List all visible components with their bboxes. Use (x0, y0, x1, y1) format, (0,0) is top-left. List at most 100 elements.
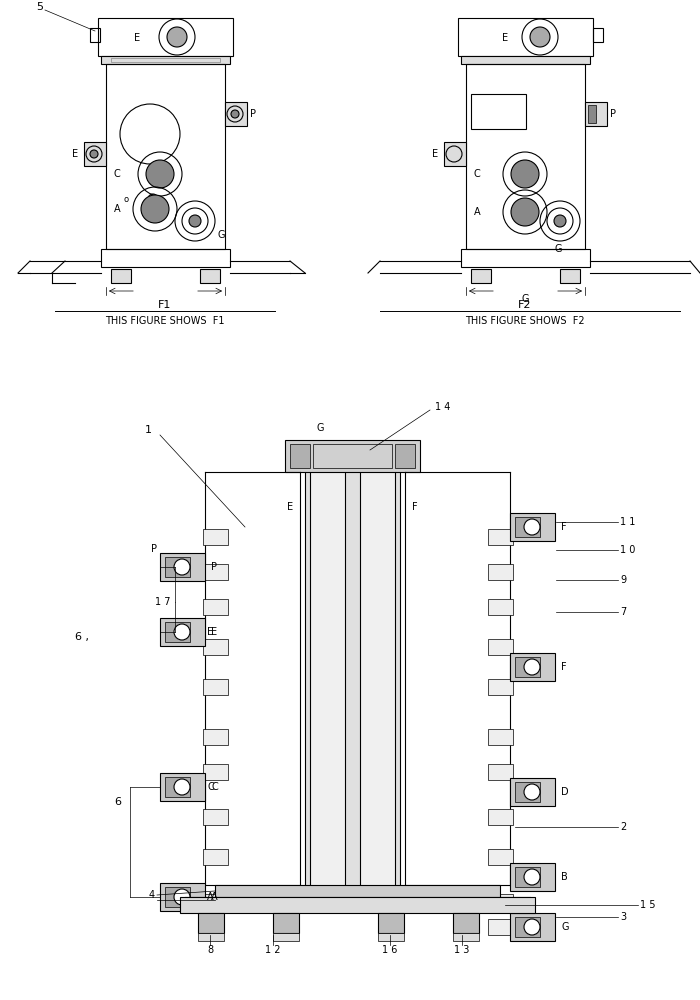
Text: 6 ,: 6 , (75, 632, 89, 642)
Circle shape (554, 215, 566, 227)
Circle shape (146, 160, 174, 188)
Text: B: B (561, 872, 568, 882)
Circle shape (189, 215, 201, 227)
Circle shape (159, 19, 195, 55)
Bar (510, 653, 555, 681)
Bar (225, 102, 247, 126)
Text: F2: F2 (518, 300, 532, 310)
Text: F: F (561, 662, 566, 672)
Text: E: E (207, 627, 213, 637)
Text: 9: 9 (620, 575, 626, 585)
Bar (203, 894, 228, 910)
Text: E: E (72, 149, 78, 159)
Text: A: A (211, 892, 218, 902)
Circle shape (524, 519, 540, 535)
Text: E: E (287, 502, 293, 512)
Bar (203, 599, 228, 615)
Bar (593, 28, 603, 42)
Circle shape (511, 198, 539, 226)
Text: E: E (134, 33, 140, 43)
Bar (165, 777, 190, 797)
Text: A: A (474, 207, 481, 217)
Bar (273, 933, 299, 941)
Bar (488, 729, 513, 745)
Text: 1 6: 1 6 (382, 945, 398, 955)
Bar (453, 913, 479, 933)
Text: G: G (522, 294, 528, 304)
Bar (488, 599, 513, 615)
Bar (515, 782, 540, 802)
Bar (160, 883, 205, 911)
Text: A: A (114, 204, 120, 214)
Bar (488, 529, 513, 545)
Bar (510, 863, 555, 891)
Text: P: P (151, 544, 157, 554)
Bar (84, 142, 106, 166)
Text: 1 2: 1 2 (265, 945, 281, 955)
Bar (215, 885, 500, 897)
Text: D: D (561, 787, 568, 797)
Bar (360, 470, 395, 890)
Circle shape (167, 27, 187, 47)
Bar (313, 444, 392, 468)
Bar (198, 913, 224, 933)
Bar (101, 56, 230, 64)
Bar (200, 269, 220, 283)
Bar (203, 729, 228, 745)
Text: 7: 7 (620, 607, 626, 617)
Bar (203, 679, 228, 695)
Text: C: C (211, 782, 218, 792)
Bar (488, 679, 513, 695)
Bar (488, 809, 513, 825)
Circle shape (524, 784, 540, 800)
Bar (488, 894, 513, 910)
Circle shape (231, 110, 239, 118)
Bar (98, 18, 233, 56)
Bar (273, 913, 299, 933)
Bar (510, 513, 555, 541)
Circle shape (530, 27, 550, 47)
Text: 1 7: 1 7 (155, 597, 171, 607)
Bar (488, 564, 513, 580)
Bar (471, 94, 526, 129)
Text: P: P (250, 109, 256, 119)
Text: G: G (316, 423, 323, 433)
Bar (515, 867, 540, 887)
Text: 2: 2 (620, 822, 626, 832)
Bar (488, 849, 513, 865)
Text: 8: 8 (207, 945, 213, 955)
Text: P: P (610, 109, 616, 119)
Bar (90, 28, 100, 42)
Bar (160, 553, 205, 581)
Bar (101, 249, 230, 267)
Text: F1: F1 (158, 300, 172, 310)
Bar (203, 529, 228, 545)
Bar (165, 622, 190, 642)
Bar (378, 913, 404, 933)
Bar (453, 933, 479, 941)
Text: 5: 5 (36, 2, 43, 12)
Bar (488, 919, 513, 935)
Text: THIS FIGURE SHOWS  F2: THIS FIGURE SHOWS F2 (466, 316, 584, 326)
Bar (515, 917, 540, 937)
Circle shape (524, 869, 540, 885)
Bar (458, 18, 593, 56)
Text: o: o (123, 196, 129, 205)
Text: 6: 6 (115, 797, 122, 807)
Text: P: P (211, 562, 217, 572)
Bar (466, 64, 585, 249)
Text: E: E (502, 33, 508, 43)
Bar (203, 809, 228, 825)
Bar (444, 142, 466, 166)
Text: A: A (207, 892, 214, 902)
Text: 1 5: 1 5 (640, 900, 655, 910)
Bar (160, 618, 205, 646)
Bar (560, 269, 580, 283)
Bar (588, 105, 596, 123)
Text: C: C (207, 782, 214, 792)
Bar (165, 557, 190, 577)
Circle shape (174, 779, 190, 795)
Text: G: G (561, 922, 568, 932)
Text: 1 1: 1 1 (620, 517, 636, 527)
Bar (203, 764, 228, 780)
